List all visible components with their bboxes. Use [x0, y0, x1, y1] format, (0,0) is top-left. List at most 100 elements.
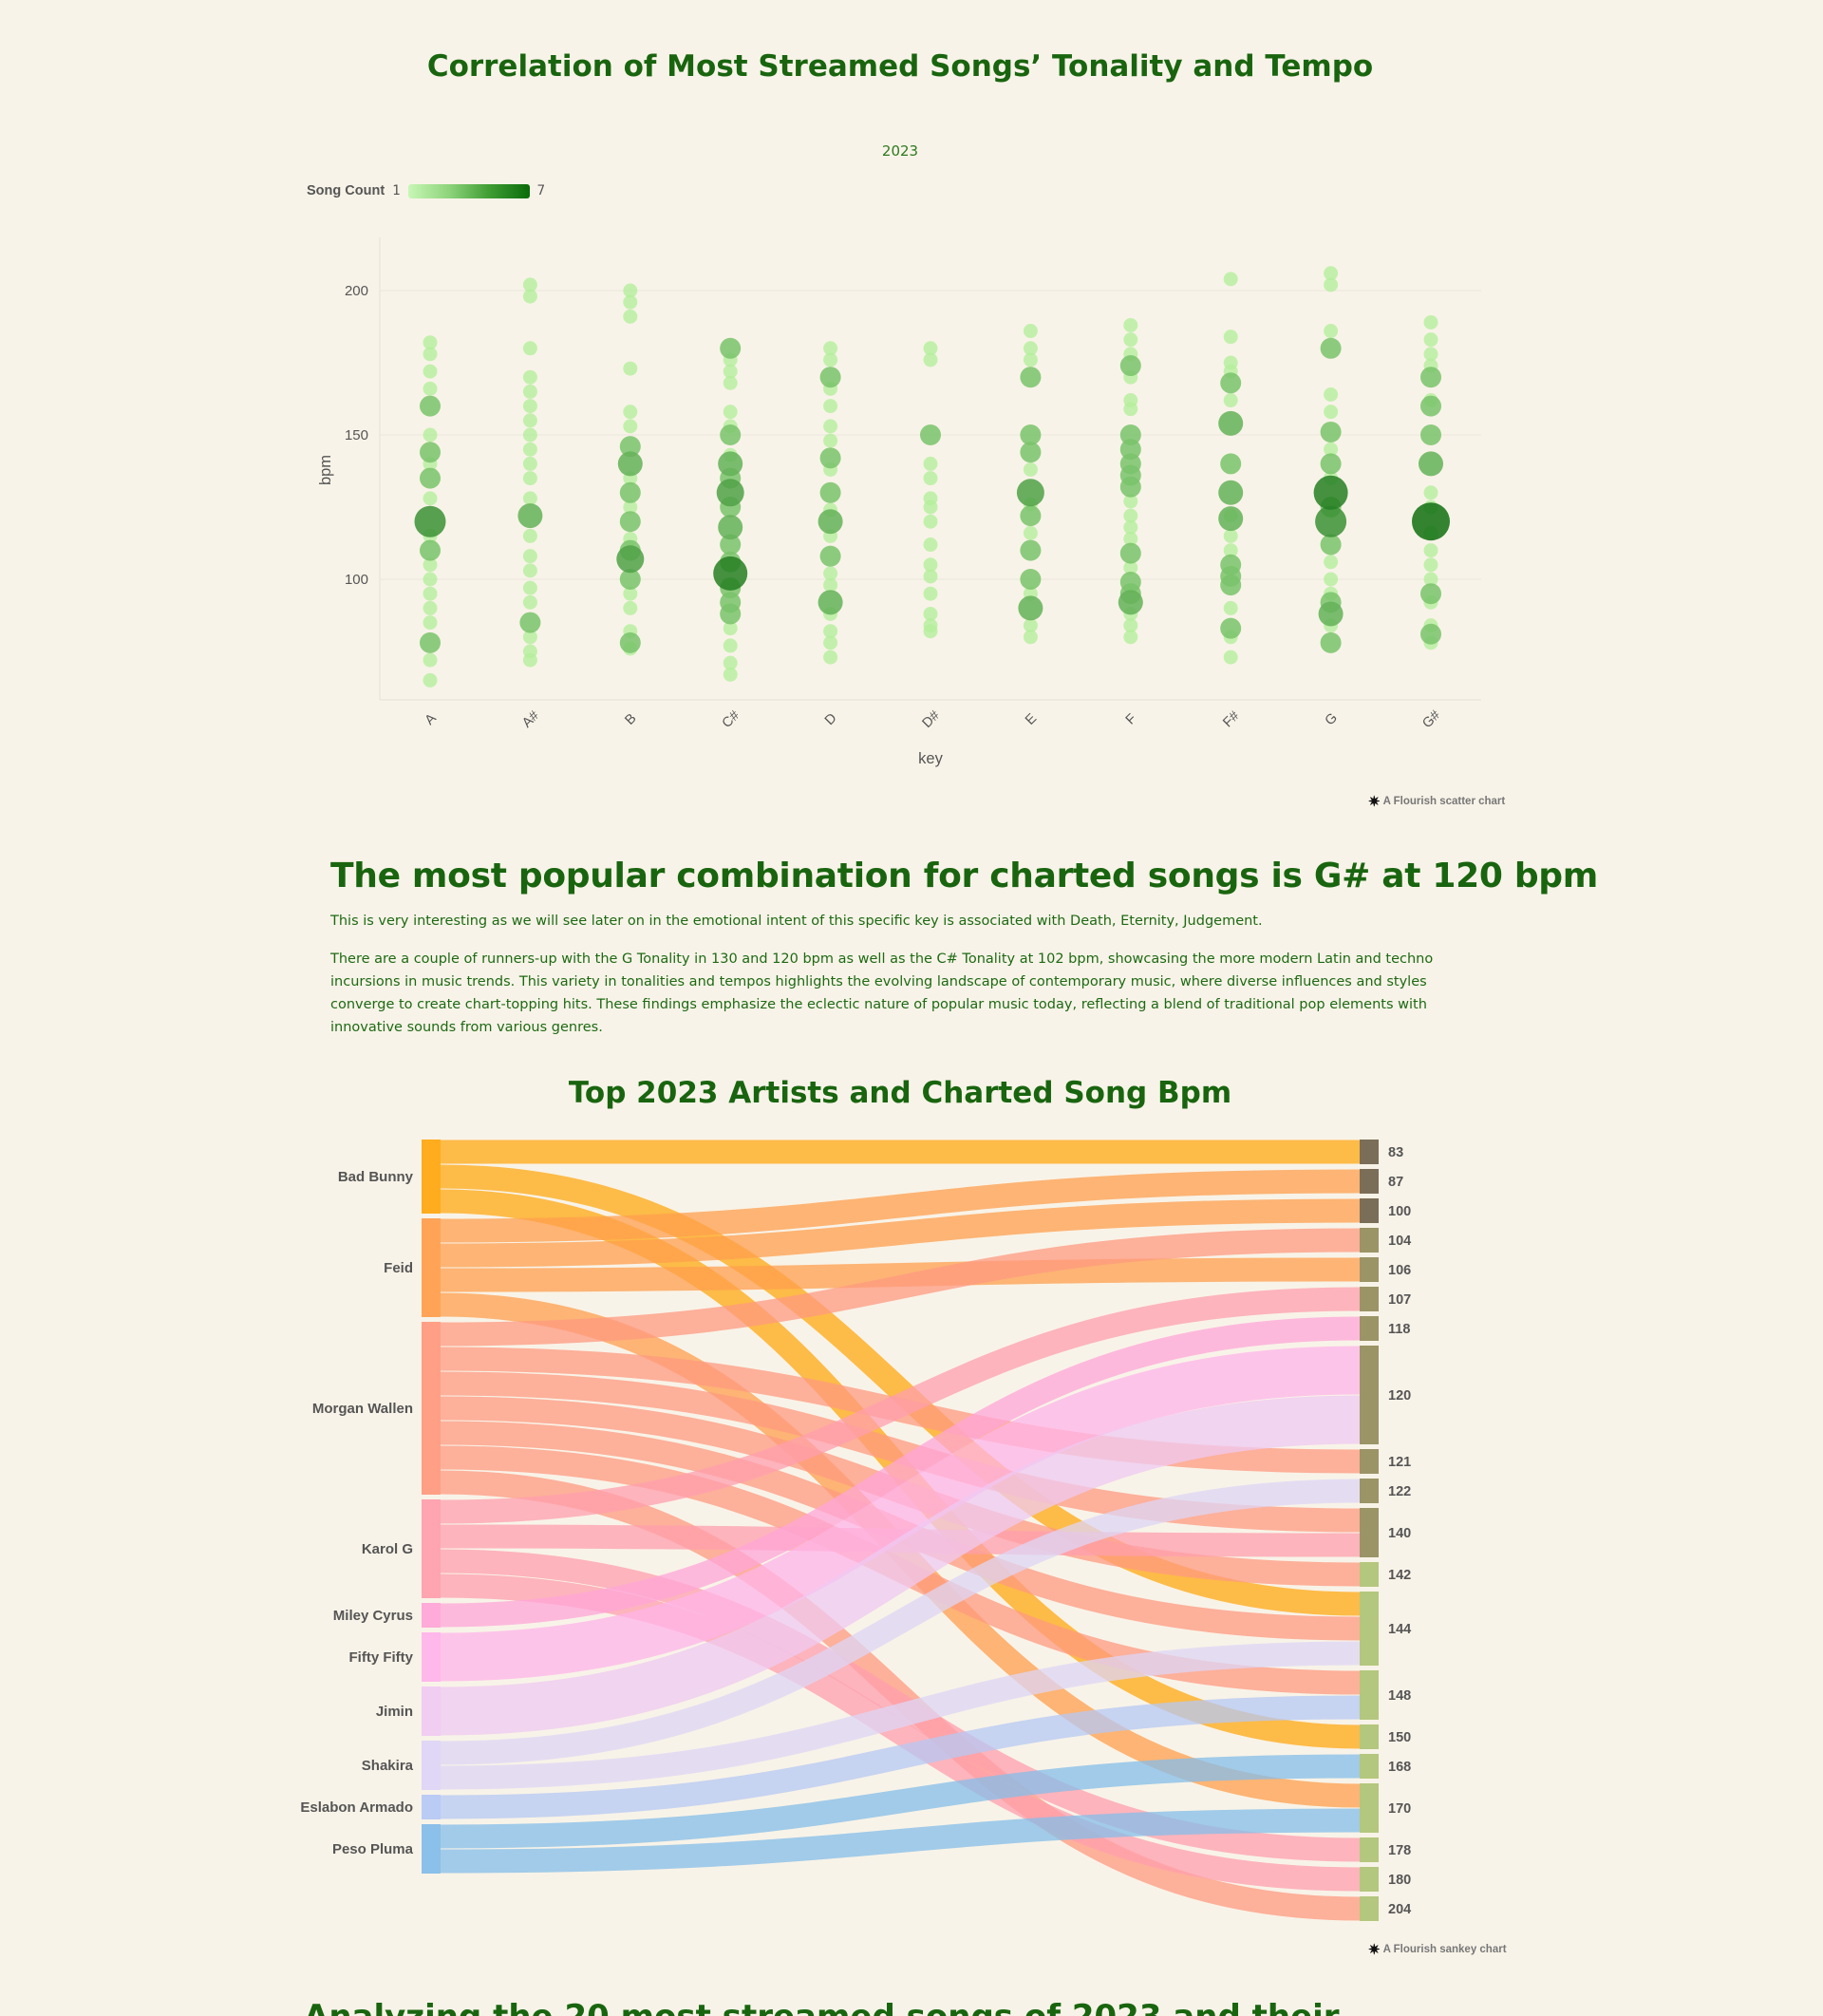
- scatter-point[interactable]: [1016, 479, 1044, 507]
- scatter-point[interactable]: [1220, 575, 1242, 596]
- scatter-point[interactable]: [1223, 330, 1238, 345]
- scatter-point[interactable]: [920, 424, 941, 445]
- scatter-point[interactable]: [517, 503, 543, 529]
- scatter-point[interactable]: [923, 471, 938, 486]
- scatter-point[interactable]: [522, 384, 537, 399]
- scatter-point[interactable]: [723, 375, 738, 390]
- sankey-link[interactable]: [440, 1287, 1361, 1524]
- scatter-point[interactable]: [819, 545, 841, 567]
- scatter-point[interactable]: [1218, 410, 1244, 436]
- scatter-point[interactable]: [522, 594, 537, 610]
- sankey-target-node[interactable]: [1360, 1724, 1379, 1749]
- sankey-link[interactable]: [440, 1198, 1361, 1268]
- scatter-point[interactable]: [420, 467, 441, 489]
- scatter-point[interactable]: [1320, 337, 1342, 359]
- scatter-point[interactable]: [1119, 355, 1141, 377]
- scatter-point[interactable]: [1412, 502, 1450, 541]
- scatter-point[interactable]: [923, 624, 938, 639]
- scatter-point[interactable]: [923, 537, 938, 553]
- scatter-point[interactable]: [522, 427, 537, 443]
- scatter-point[interactable]: [823, 352, 838, 367]
- scatter-point[interactable]: [1324, 324, 1339, 339]
- scatter-point[interactable]: [1123, 519, 1138, 535]
- scatter-point[interactable]: [823, 624, 838, 639]
- scatter-point[interactable]: [522, 413, 537, 428]
- sankey-target-node[interactable]: [1360, 1287, 1379, 1311]
- sankey-source-node[interactable]: [422, 1218, 441, 1317]
- scatter-flourish-credit[interactable]: ✷ A Flourish scatter chart: [1368, 793, 1505, 810]
- scatter-point[interactable]: [1420, 424, 1441, 445]
- sankey-target-node[interactable]: [1360, 1346, 1379, 1444]
- scatter-point[interactable]: [1119, 476, 1141, 498]
- scatter-point[interactable]: [1223, 393, 1238, 408]
- scatter-point[interactable]: [823, 399, 838, 414]
- scatter-point[interactable]: [720, 337, 742, 359]
- sankey-source-node[interactable]: [422, 1741, 441, 1790]
- sankey-target-node[interactable]: [1360, 1257, 1379, 1282]
- scatter-point[interactable]: [1313, 475, 1348, 510]
- scatter-point[interactable]: [619, 511, 641, 533]
- scatter-point[interactable]: [1218, 480, 1244, 505]
- scatter-point[interactable]: [423, 600, 438, 615]
- scatter-point[interactable]: [522, 491, 537, 506]
- scatter-point[interactable]: [923, 586, 938, 601]
- scatter-point[interactable]: [522, 652, 537, 668]
- sankey-target-node[interactable]: [1360, 1508, 1379, 1557]
- scatter-point[interactable]: [818, 509, 843, 535]
- sankey-source-node[interactable]: [422, 1632, 441, 1682]
- scatter-point[interactable]: [423, 491, 438, 506]
- sankey-flourish-credit[interactable]: ✷ A Flourish sankey chart: [1368, 1941, 1507, 1958]
- scatter-point[interactable]: [823, 566, 838, 581]
- scatter-point[interactable]: [1423, 347, 1438, 362]
- scatter-point[interactable]: [1420, 395, 1441, 417]
- scatter-point[interactable]: [522, 341, 537, 356]
- sankey-target-node[interactable]: [1360, 1198, 1379, 1223]
- scatter-point[interactable]: [723, 655, 738, 670]
- scatter-point[interactable]: [623, 499, 638, 515]
- scatter-point[interactable]: [1123, 508, 1138, 523]
- scatter-point[interactable]: [414, 505, 446, 537]
- scatter-point[interactable]: [619, 631, 641, 653]
- sankey-target-node[interactable]: [1360, 1449, 1379, 1474]
- scatter-point[interactable]: [522, 456, 537, 471]
- scatter-point[interactable]: [1123, 317, 1138, 332]
- scatter-point[interactable]: [619, 569, 641, 590]
- scatter-point[interactable]: [923, 557, 938, 573]
- sankey-source-node[interactable]: [422, 1140, 441, 1214]
- scatter-point[interactable]: [522, 289, 537, 304]
- scatter-point[interactable]: [819, 481, 841, 503]
- scatter-point[interactable]: [522, 563, 537, 578]
- scatter-point[interactable]: [420, 631, 441, 653]
- scatter-point[interactable]: [1324, 442, 1339, 457]
- sankey-target-node[interactable]: [1360, 1169, 1379, 1194]
- scatter-point[interactable]: [522, 442, 537, 457]
- scatter-point[interactable]: [423, 586, 438, 601]
- scatter-point[interactable]: [823, 577, 838, 593]
- scatter-point[interactable]: [923, 341, 938, 356]
- scatter-point[interactable]: [617, 451, 643, 477]
- sankey-target-node[interactable]: [1360, 1592, 1379, 1666]
- scatter-point[interactable]: [723, 667, 738, 682]
- scatter-point[interactable]: [723, 364, 738, 379]
- scatter-point[interactable]: [1018, 595, 1043, 621]
- scatter-point[interactable]: [823, 419, 838, 434]
- scatter-point[interactable]: [1320, 534, 1342, 556]
- scatter-point[interactable]: [522, 369, 537, 385]
- scatter-point[interactable]: [623, 283, 638, 298]
- scatter-point[interactable]: [522, 399, 537, 414]
- scatter-point[interactable]: [623, 294, 638, 310]
- scatter-point[interactable]: [1423, 314, 1438, 330]
- scatter-point[interactable]: [1119, 439, 1141, 461]
- sankey-target-node[interactable]: [1360, 1896, 1379, 1921]
- scatter-point[interactable]: [1223, 272, 1238, 287]
- scatter-point[interactable]: [1423, 572, 1438, 587]
- scatter-point[interactable]: [423, 652, 438, 668]
- scatter-point[interactable]: [1419, 451, 1443, 477]
- scatter-point[interactable]: [1320, 421, 1342, 443]
- scatter-point[interactable]: [723, 621, 738, 636]
- scatter-point[interactable]: [1220, 453, 1242, 475]
- scatter-point[interactable]: [423, 615, 438, 631]
- sankey-source-node[interactable]: [422, 1603, 441, 1628]
- scatter-point[interactable]: [718, 515, 743, 540]
- scatter-point[interactable]: [1123, 494, 1138, 509]
